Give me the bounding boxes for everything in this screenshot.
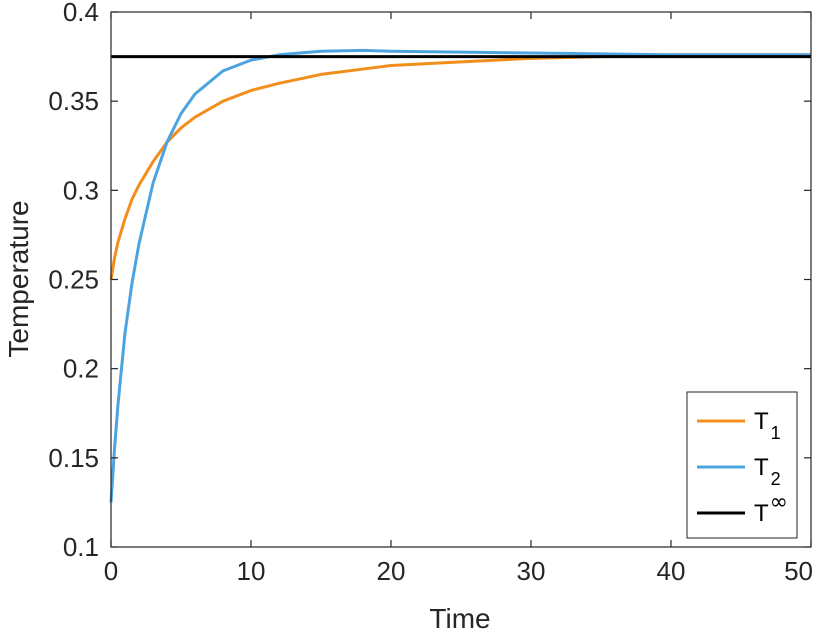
y-tick-label: 0.4 — [63, 0, 99, 27]
x-tick-label: 20 — [377, 556, 406, 586]
x-tick-label: 0 — [104, 556, 118, 586]
y-tick-label: 0.2 — [63, 354, 99, 384]
x-tick-label: 40 — [657, 556, 686, 586]
y-tick-label: 0.35 — [48, 86, 99, 116]
y-tick-label: 0.25 — [48, 265, 99, 295]
legend-box — [686, 391, 798, 539]
legend-label-3: T∞ — [754, 490, 788, 527]
legend: T 1 T 2T∞ — [686, 391, 798, 539]
axes-layer: 0 10 20 30 40 50 0.1 0.15 0.2 0.25 0.3 0.35 0.4 — [48, 0, 813, 586]
y-tick-label: 0.3 — [63, 175, 99, 205]
y-axis-title: Temperature — [3, 200, 34, 357]
x-tick-label: 30 — [517, 556, 546, 586]
series-line-2 — [109, 48, 811, 503]
y-tick-label: 0.1 — [63, 532, 99, 562]
x-tick-label: 50 — [784, 556, 813, 586]
series-layer — [109, 48, 811, 503]
y-tick-label: 0.15 — [48, 443, 99, 473]
x-axis-title: Time — [429, 603, 490, 633]
x-tick-label: 10 — [237, 556, 266, 586]
